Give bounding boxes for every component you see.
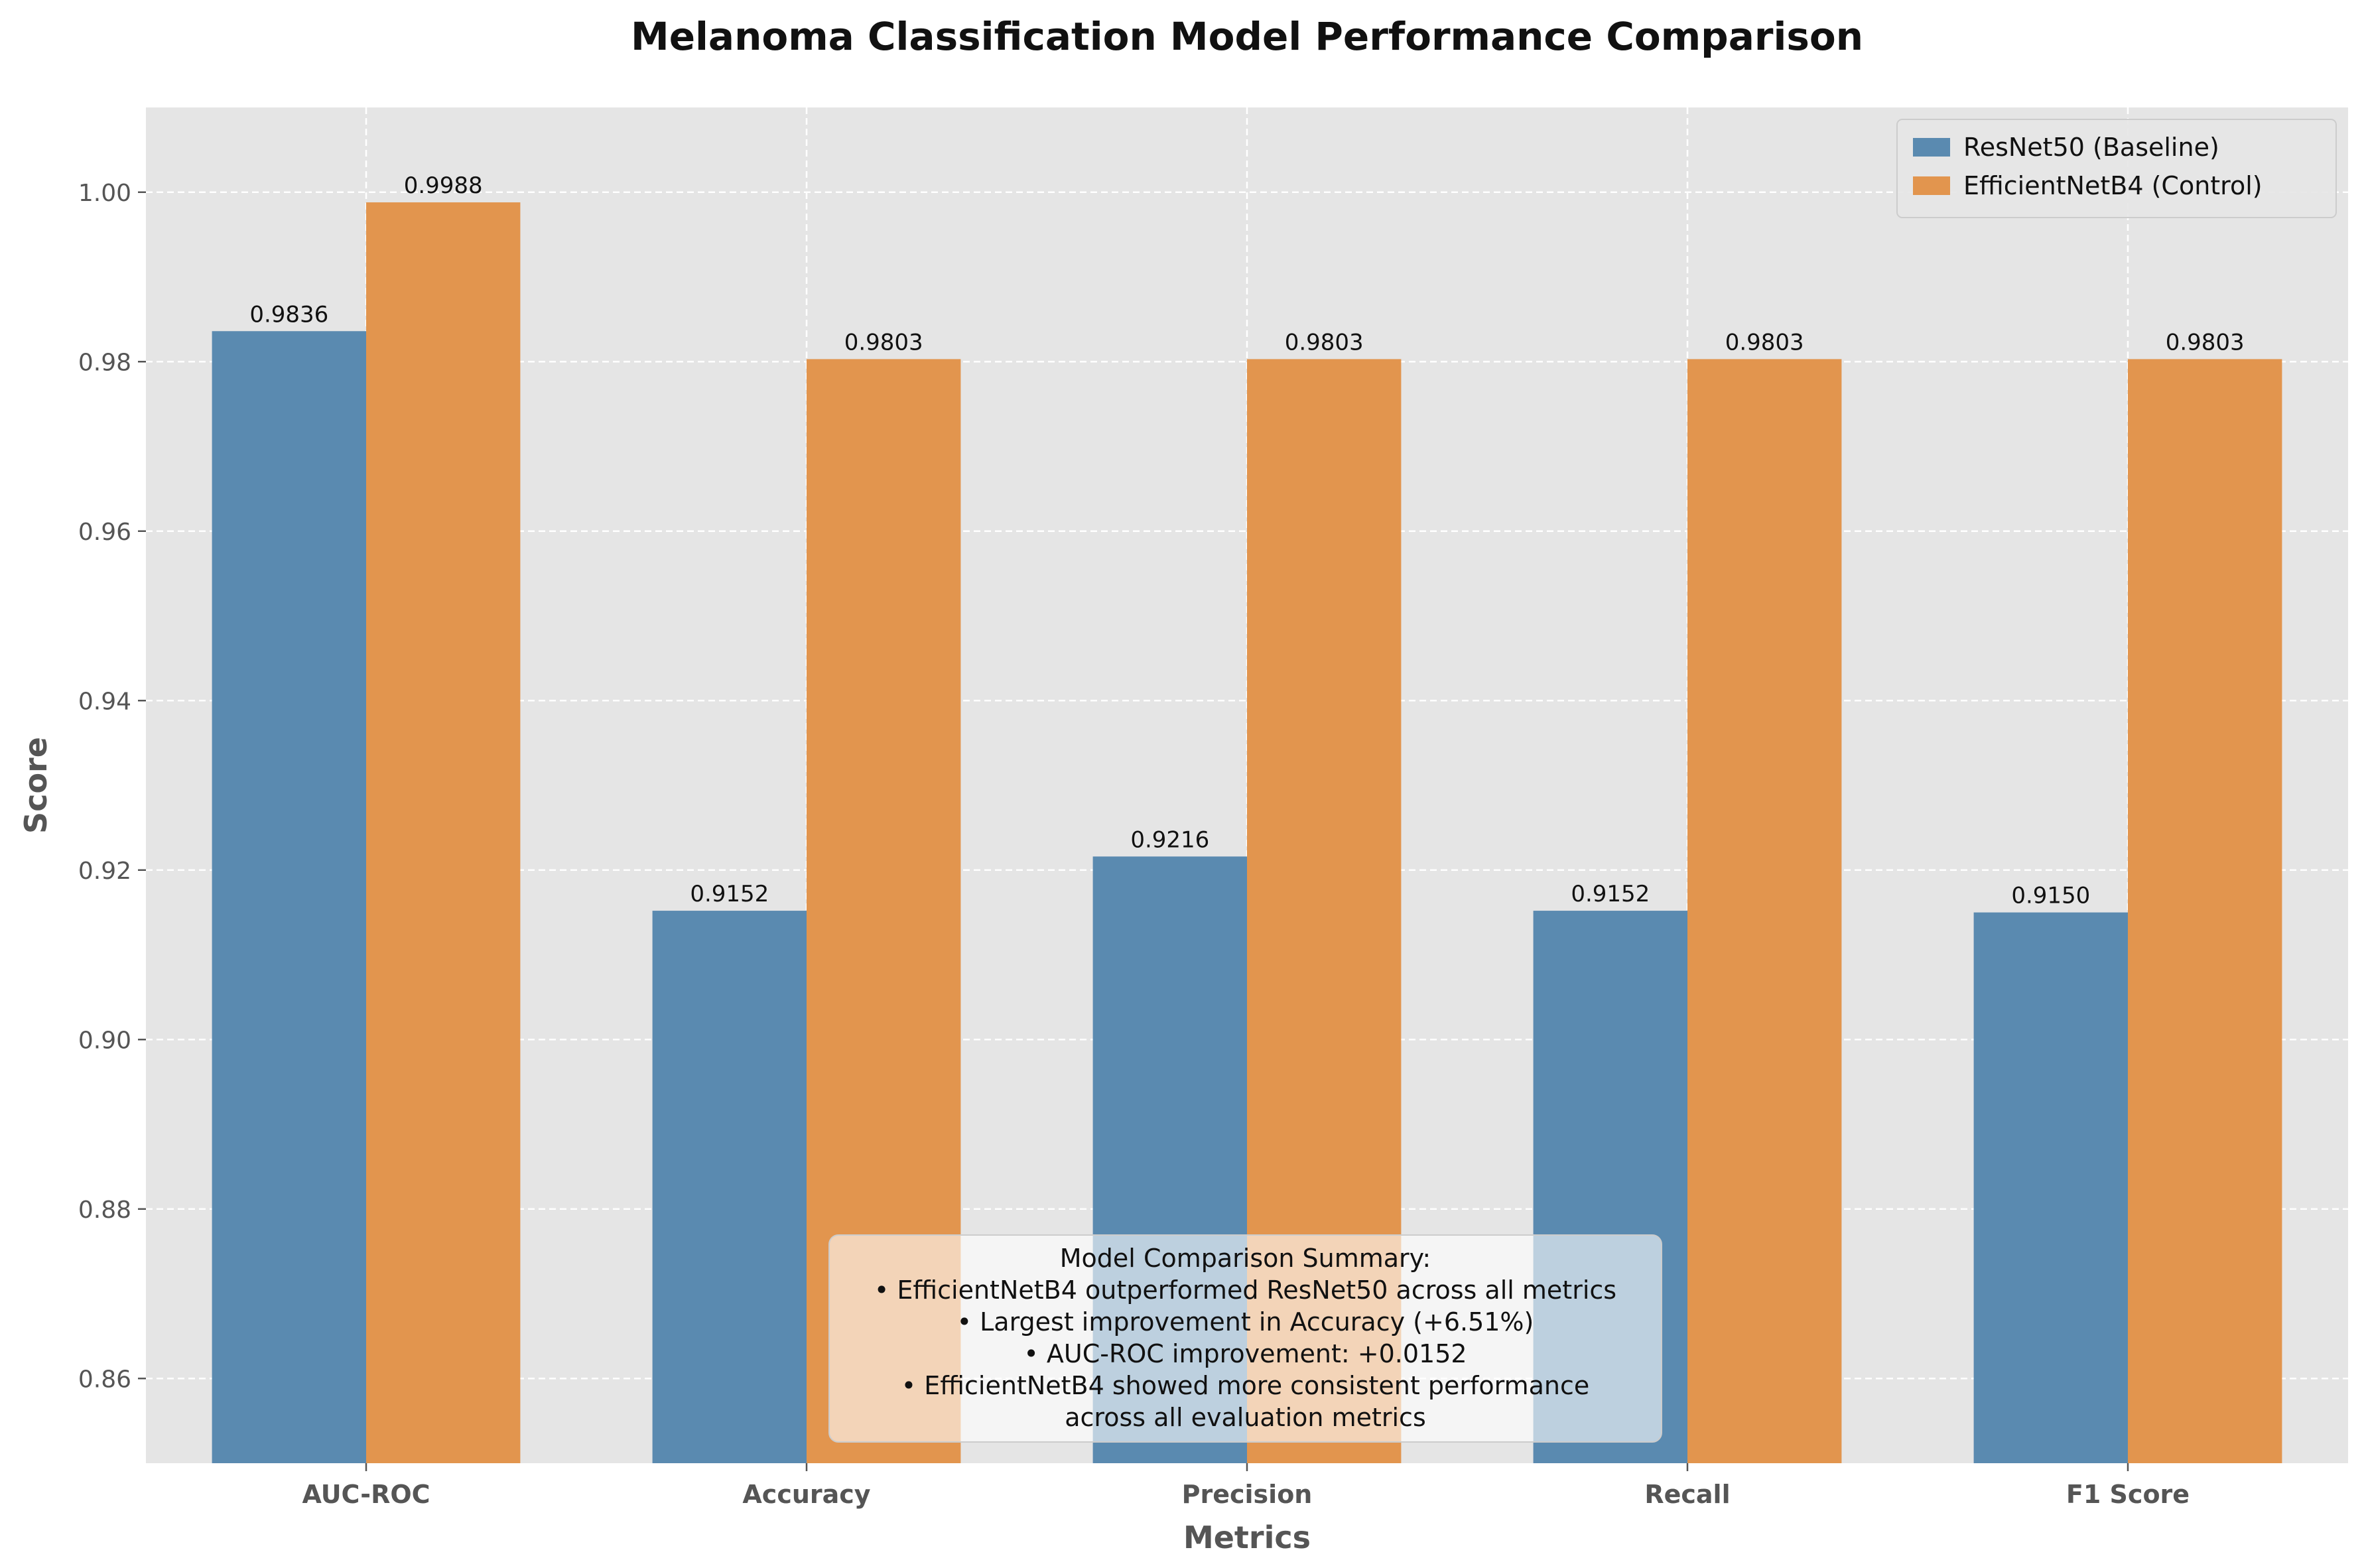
bar-labels: 0.9836 0.9988 0.9152 0.9803 0.9216 0.9803 0.91… xyxy=(249,172,2244,909)
chart-title: Melanoma Classification Model Performanc… xyxy=(631,14,1863,59)
bar-value-label: 0.9803 xyxy=(2166,329,2245,356)
y-tick-label: 0.86 xyxy=(78,1366,131,1393)
y-tick-label: 0.88 xyxy=(78,1197,131,1224)
bar-value-label: 0.9152 xyxy=(690,881,769,907)
legend: ResNet50 (Baseline) EfficientNetB4 (Contr… xyxy=(1896,119,2337,218)
y-tick-label: 0.94 xyxy=(78,688,131,715)
bar xyxy=(212,331,366,1463)
summary-line: • AUC-ROC improvement: +0.0152 xyxy=(1023,1339,1467,1368)
legend-swatch xyxy=(1913,176,1950,195)
bar-value-label: 0.9803 xyxy=(1285,329,1364,356)
bar xyxy=(1973,912,2128,1463)
bar-value-label: 0.9988 xyxy=(404,172,483,199)
x-tick-label: Precision xyxy=(1182,1480,1313,1509)
bar xyxy=(652,911,807,1463)
legend-box xyxy=(1896,119,2337,218)
bar xyxy=(2128,359,2282,1463)
bar xyxy=(1687,359,1842,1463)
y-tick-label: 0.96 xyxy=(78,519,131,546)
legend-label: ResNet50 (Baseline) xyxy=(1963,133,2219,162)
summary-line: across all evaluation metrics xyxy=(1065,1403,1426,1432)
bar-value-label: 0.9216 xyxy=(1130,826,1209,853)
legend-swatch xyxy=(1913,138,1950,157)
y-tick-label: 0.92 xyxy=(78,858,131,885)
y-axis-label: Score xyxy=(18,737,54,834)
summary-box xyxy=(828,1234,1662,1443)
y-tick-label: 0.98 xyxy=(78,349,131,376)
x-axis-label: Metrics xyxy=(1183,1520,1311,1555)
x-tick-label: AUC-ROC xyxy=(302,1480,430,1509)
y-tick-label: 0.90 xyxy=(78,1027,131,1054)
bar-value-label: 0.9152 xyxy=(1571,881,1650,907)
bar-value-label: 0.9803 xyxy=(1725,329,1804,356)
summary-line: • EfficientNetB4 showed more consistent … xyxy=(901,1371,1589,1400)
y-tick-label: 1.00 xyxy=(78,180,131,207)
legend-label: EfficientNetB4 (Control) xyxy=(1963,171,2263,200)
x-tick-label: Recall xyxy=(1644,1480,1730,1509)
x-ticks: AUC-ROC Accuracy Precision Recall F1 Score xyxy=(302,1463,2190,1509)
x-tick-label: Accuracy xyxy=(742,1480,870,1509)
bar-value-label: 0.9803 xyxy=(844,329,923,356)
x-tick-label: F1 Score xyxy=(2066,1480,2190,1509)
summary-line: • EfficientNetB4 outperformed ResNet50 a… xyxy=(874,1275,1616,1305)
bar-value-label: 0.9150 xyxy=(2011,883,2090,909)
summary-line: Model Comparison Summary: xyxy=(1060,1244,1431,1273)
y-ticks: 0.86 0.88 0.90 0.92 0.94 0.96 0.98 1.00 xyxy=(78,180,146,1393)
bar xyxy=(366,202,521,1464)
summary-annotation: Model Comparison Summary:• EfficientNetB… xyxy=(828,1234,1662,1443)
summary-line: • Largest improvement in Accuracy (+6.51… xyxy=(957,1307,1534,1337)
bar-value-label: 0.9836 xyxy=(249,301,328,328)
